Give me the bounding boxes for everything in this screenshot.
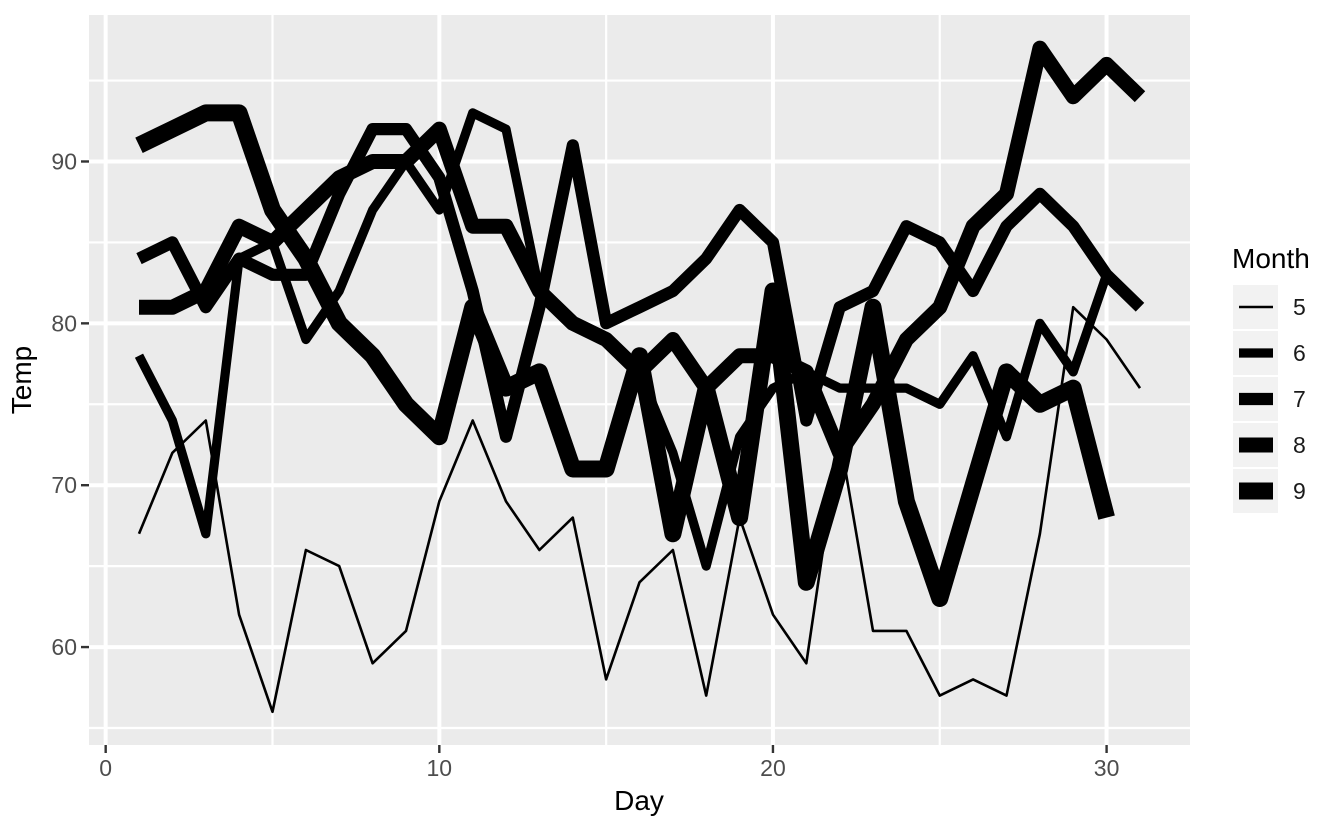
legend-label: 9 bbox=[1293, 478, 1306, 504]
y-tick-label: 60 bbox=[51, 634, 77, 660]
legend-title: Month bbox=[1232, 243, 1310, 274]
y-tick-label: 70 bbox=[51, 472, 77, 498]
x-tick-label: 10 bbox=[427, 755, 453, 781]
x-tick-label: 0 bbox=[99, 755, 112, 781]
legend-label: 8 bbox=[1293, 432, 1306, 458]
y-axis-title: Temp bbox=[6, 346, 37, 414]
series-line-month-5 bbox=[137, 305, 1142, 714]
x-tick-label: 30 bbox=[1094, 755, 1120, 781]
x-axis-title: Day bbox=[614, 785, 664, 816]
x-tick-label: 20 bbox=[760, 755, 786, 781]
legend-label: 6 bbox=[1293, 340, 1306, 366]
legend-label: 5 bbox=[1293, 294, 1306, 320]
y-tick-label: 90 bbox=[51, 148, 77, 174]
series-line-month-9 bbox=[135, 104, 1115, 607]
chart-layers: 0 10 20 30 60 70 80 90 5 6 7 8 9 bbox=[51, 15, 1306, 781]
legend-label: 7 bbox=[1293, 386, 1306, 412]
y-tick-label: 80 bbox=[51, 310, 77, 336]
